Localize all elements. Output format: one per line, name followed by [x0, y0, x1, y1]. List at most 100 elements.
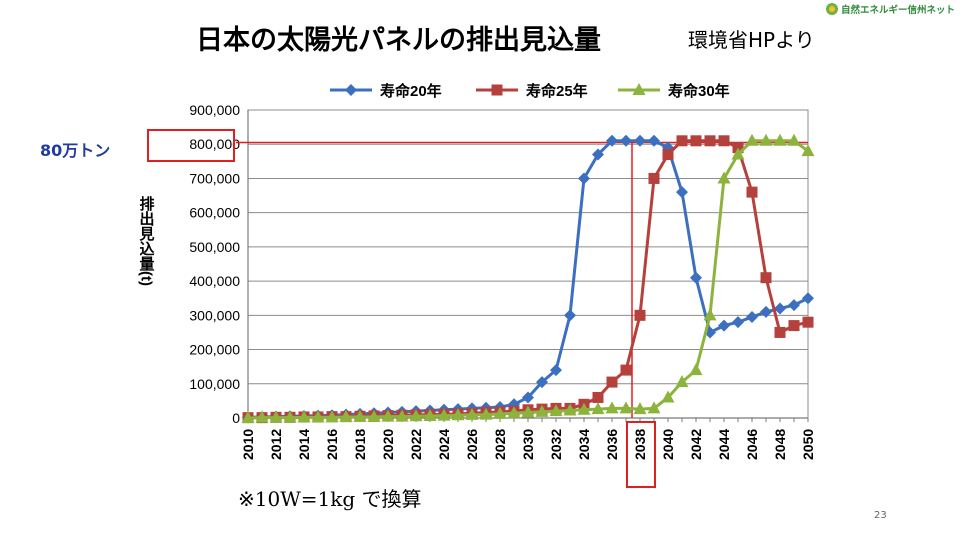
diamond-marker [522, 391, 534, 404]
diamond-marker [634, 134, 646, 147]
square-marker [606, 376, 618, 388]
legend-item: 寿命20年 [330, 82, 442, 100]
triangle-marker [311, 410, 325, 423]
triangle-marker [283, 410, 297, 423]
plot-area [247, 109, 809, 419]
triangle-marker [731, 147, 745, 160]
diamond-marker [648, 134, 660, 147]
x-tick-label: 2044 [716, 429, 732, 460]
x-tick-label: 2038 [632, 429, 648, 460]
triangle-marker [591, 402, 605, 415]
triangle-marker [633, 402, 647, 415]
triangle-marker [647, 401, 661, 414]
diamond-marker [760, 305, 772, 318]
triangle-marker [367, 409, 381, 422]
diamond-marker [345, 84, 357, 96]
x-tick-label: 2046 [744, 429, 760, 460]
diamond-marker [550, 364, 562, 377]
highlight-box-year [626, 421, 656, 488]
diamond-marker [788, 299, 800, 312]
triangle-marker [395, 409, 409, 422]
legend-item: 寿命25年 [476, 82, 588, 100]
source-label: 環境省HPより [688, 28, 815, 52]
triangle-marker [297, 410, 311, 423]
diamond-marker [578, 172, 590, 185]
triangle-marker [241, 411, 255, 423]
x-tick-label: 2024 [436, 429, 452, 460]
triangle-marker [479, 407, 493, 420]
diamond-marker [774, 302, 786, 315]
triangle-marker [423, 408, 437, 421]
triangle-marker [535, 404, 549, 417]
x-tick-label: 2010 [240, 429, 256, 460]
x-tick-label: 2012 [268, 429, 284, 460]
y-tick-labels: 0 100,000 200,000 300,000 400,000 500,000 600,… [189, 102, 240, 426]
square-marker [718, 135, 730, 147]
triangle-marker [577, 402, 591, 415]
highlight-box-800000 [147, 129, 235, 162]
triangle-marker [409, 409, 423, 422]
x-tick-label: 2014 [296, 429, 312, 460]
x-tick-label: 2028 [492, 429, 508, 460]
triangle-marker [675, 375, 689, 388]
square-marker [648, 172, 660, 184]
diamond-marker [802, 292, 814, 305]
y-tick-label: 900,000 [189, 102, 240, 118]
triangle-marker [381, 409, 395, 422]
x-tick-label: 2032 [548, 429, 564, 460]
triangle-marker [493, 406, 507, 419]
y-tick-label: 300,000 [189, 307, 240, 323]
x-tick-label: 2042 [688, 429, 704, 460]
chart-legend: 寿命20年 寿命25年 寿命30年 [330, 82, 730, 100]
diamond-marker [746, 311, 758, 324]
y-axis-title: 排出見込量(t) [138, 195, 156, 286]
conversion-note: ※10W=1kg で換算 [238, 487, 422, 511]
square-marker [592, 391, 604, 403]
triangle-marker [759, 133, 773, 146]
triangle-marker [605, 401, 619, 414]
diamond-marker [732, 316, 744, 329]
triangle-marker [549, 404, 563, 417]
diamond-marker [690, 271, 702, 284]
triangle-marker [703, 308, 717, 321]
y-tick-label: 200,000 [189, 342, 240, 358]
diamond-marker [592, 148, 604, 161]
series-triangle [241, 133, 815, 423]
legend-label: 寿命20年 [380, 82, 442, 100]
organization-logo: 自然エネルギー信州ネット [826, 2, 955, 16]
y-tick-label: 500,000 [189, 239, 240, 255]
triangle-marker [563, 403, 577, 416]
x-tick-label: 2040 [660, 429, 676, 460]
diamond-marker [676, 186, 688, 199]
triangle-marker [353, 409, 367, 422]
triangle-marker [437, 408, 451, 421]
x-tick-label: 2030 [520, 429, 536, 460]
triangle-marker [745, 133, 759, 146]
y-tick-label: 400,000 [189, 273, 240, 289]
chart-grid [247, 109, 809, 419]
square-marker [690, 135, 702, 147]
square-marker [491, 84, 503, 96]
square-marker [620, 364, 632, 376]
x-tick-label: 2020 [380, 429, 396, 460]
logo-text: 自然エネルギー信州ネット [841, 5, 956, 16]
diamond-marker [536, 376, 548, 389]
square-marker [704, 135, 716, 147]
diamond-marker [564, 309, 576, 322]
triangle-marker [619, 401, 633, 414]
x-tick-label: 2022 [408, 429, 424, 460]
legend-item: 寿命30年 [618, 82, 730, 100]
triangle-marker [632, 83, 646, 95]
x-tick-label: 2018 [352, 429, 368, 460]
diamond-marker [620, 134, 632, 147]
triangle-marker [507, 406, 521, 419]
page-number: 23 [874, 510, 887, 521]
square-marker [788, 320, 800, 332]
x-tick-labels: 2010 2012 2014 2016 2018 2020 2022 2024 2026 2028… [240, 429, 816, 460]
triangle-marker [339, 409, 353, 422]
y-tick-label: 800,000 [189, 136, 240, 152]
square-marker [662, 148, 674, 160]
triangle-marker [269, 410, 283, 423]
triangle-marker [689, 363, 703, 376]
